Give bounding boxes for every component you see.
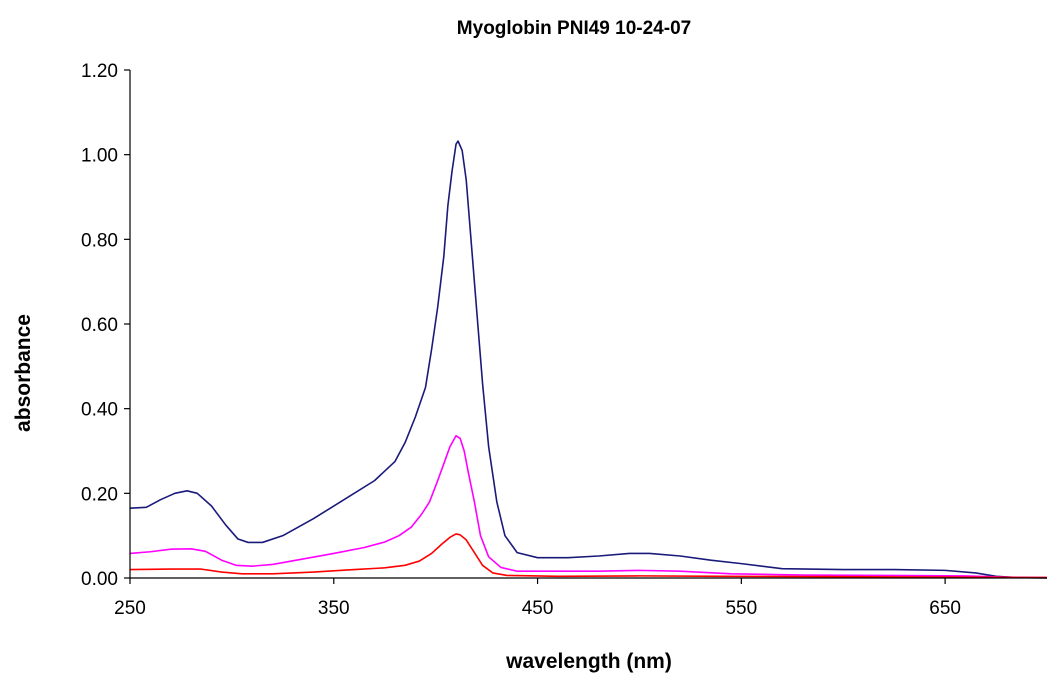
x-tick-label: 250: [114, 598, 146, 619]
y-axis-ticks: 0.00 0.20 0.40 0.60 0.80 1.00 1.20: [81, 61, 130, 590]
plot-series: [129, 140, 1047, 579]
y-tick-label: 0.20: [81, 484, 118, 505]
y-tick-label: 0.60: [81, 315, 118, 336]
x-tick-label: 450: [522, 598, 554, 619]
x-axis-label: wavelength (nm): [505, 650, 672, 673]
series-line-3: [129, 533, 1047, 579]
y-tick-label: 0.00: [81, 569, 118, 590]
series-line-2: [129, 434, 1047, 579]
y-tick-label: 0.40: [81, 400, 118, 421]
y-axis-label: absorbance: [12, 314, 35, 432]
y-tick-label: 1.00: [81, 146, 118, 167]
series-line-1: [129, 140, 1047, 579]
y-tick-label: 0.80: [81, 230, 118, 251]
x-tick-label: 550: [725, 598, 757, 619]
chart-title: Myoglobin PNI49 10-24-07: [457, 18, 691, 39]
y-tick-label: 1.20: [81, 61, 118, 82]
x-tick-label: 650: [929, 598, 961, 619]
x-axis-ticks: 250 350 450 550 650: [114, 578, 961, 619]
x-tick-label: 350: [318, 598, 350, 619]
